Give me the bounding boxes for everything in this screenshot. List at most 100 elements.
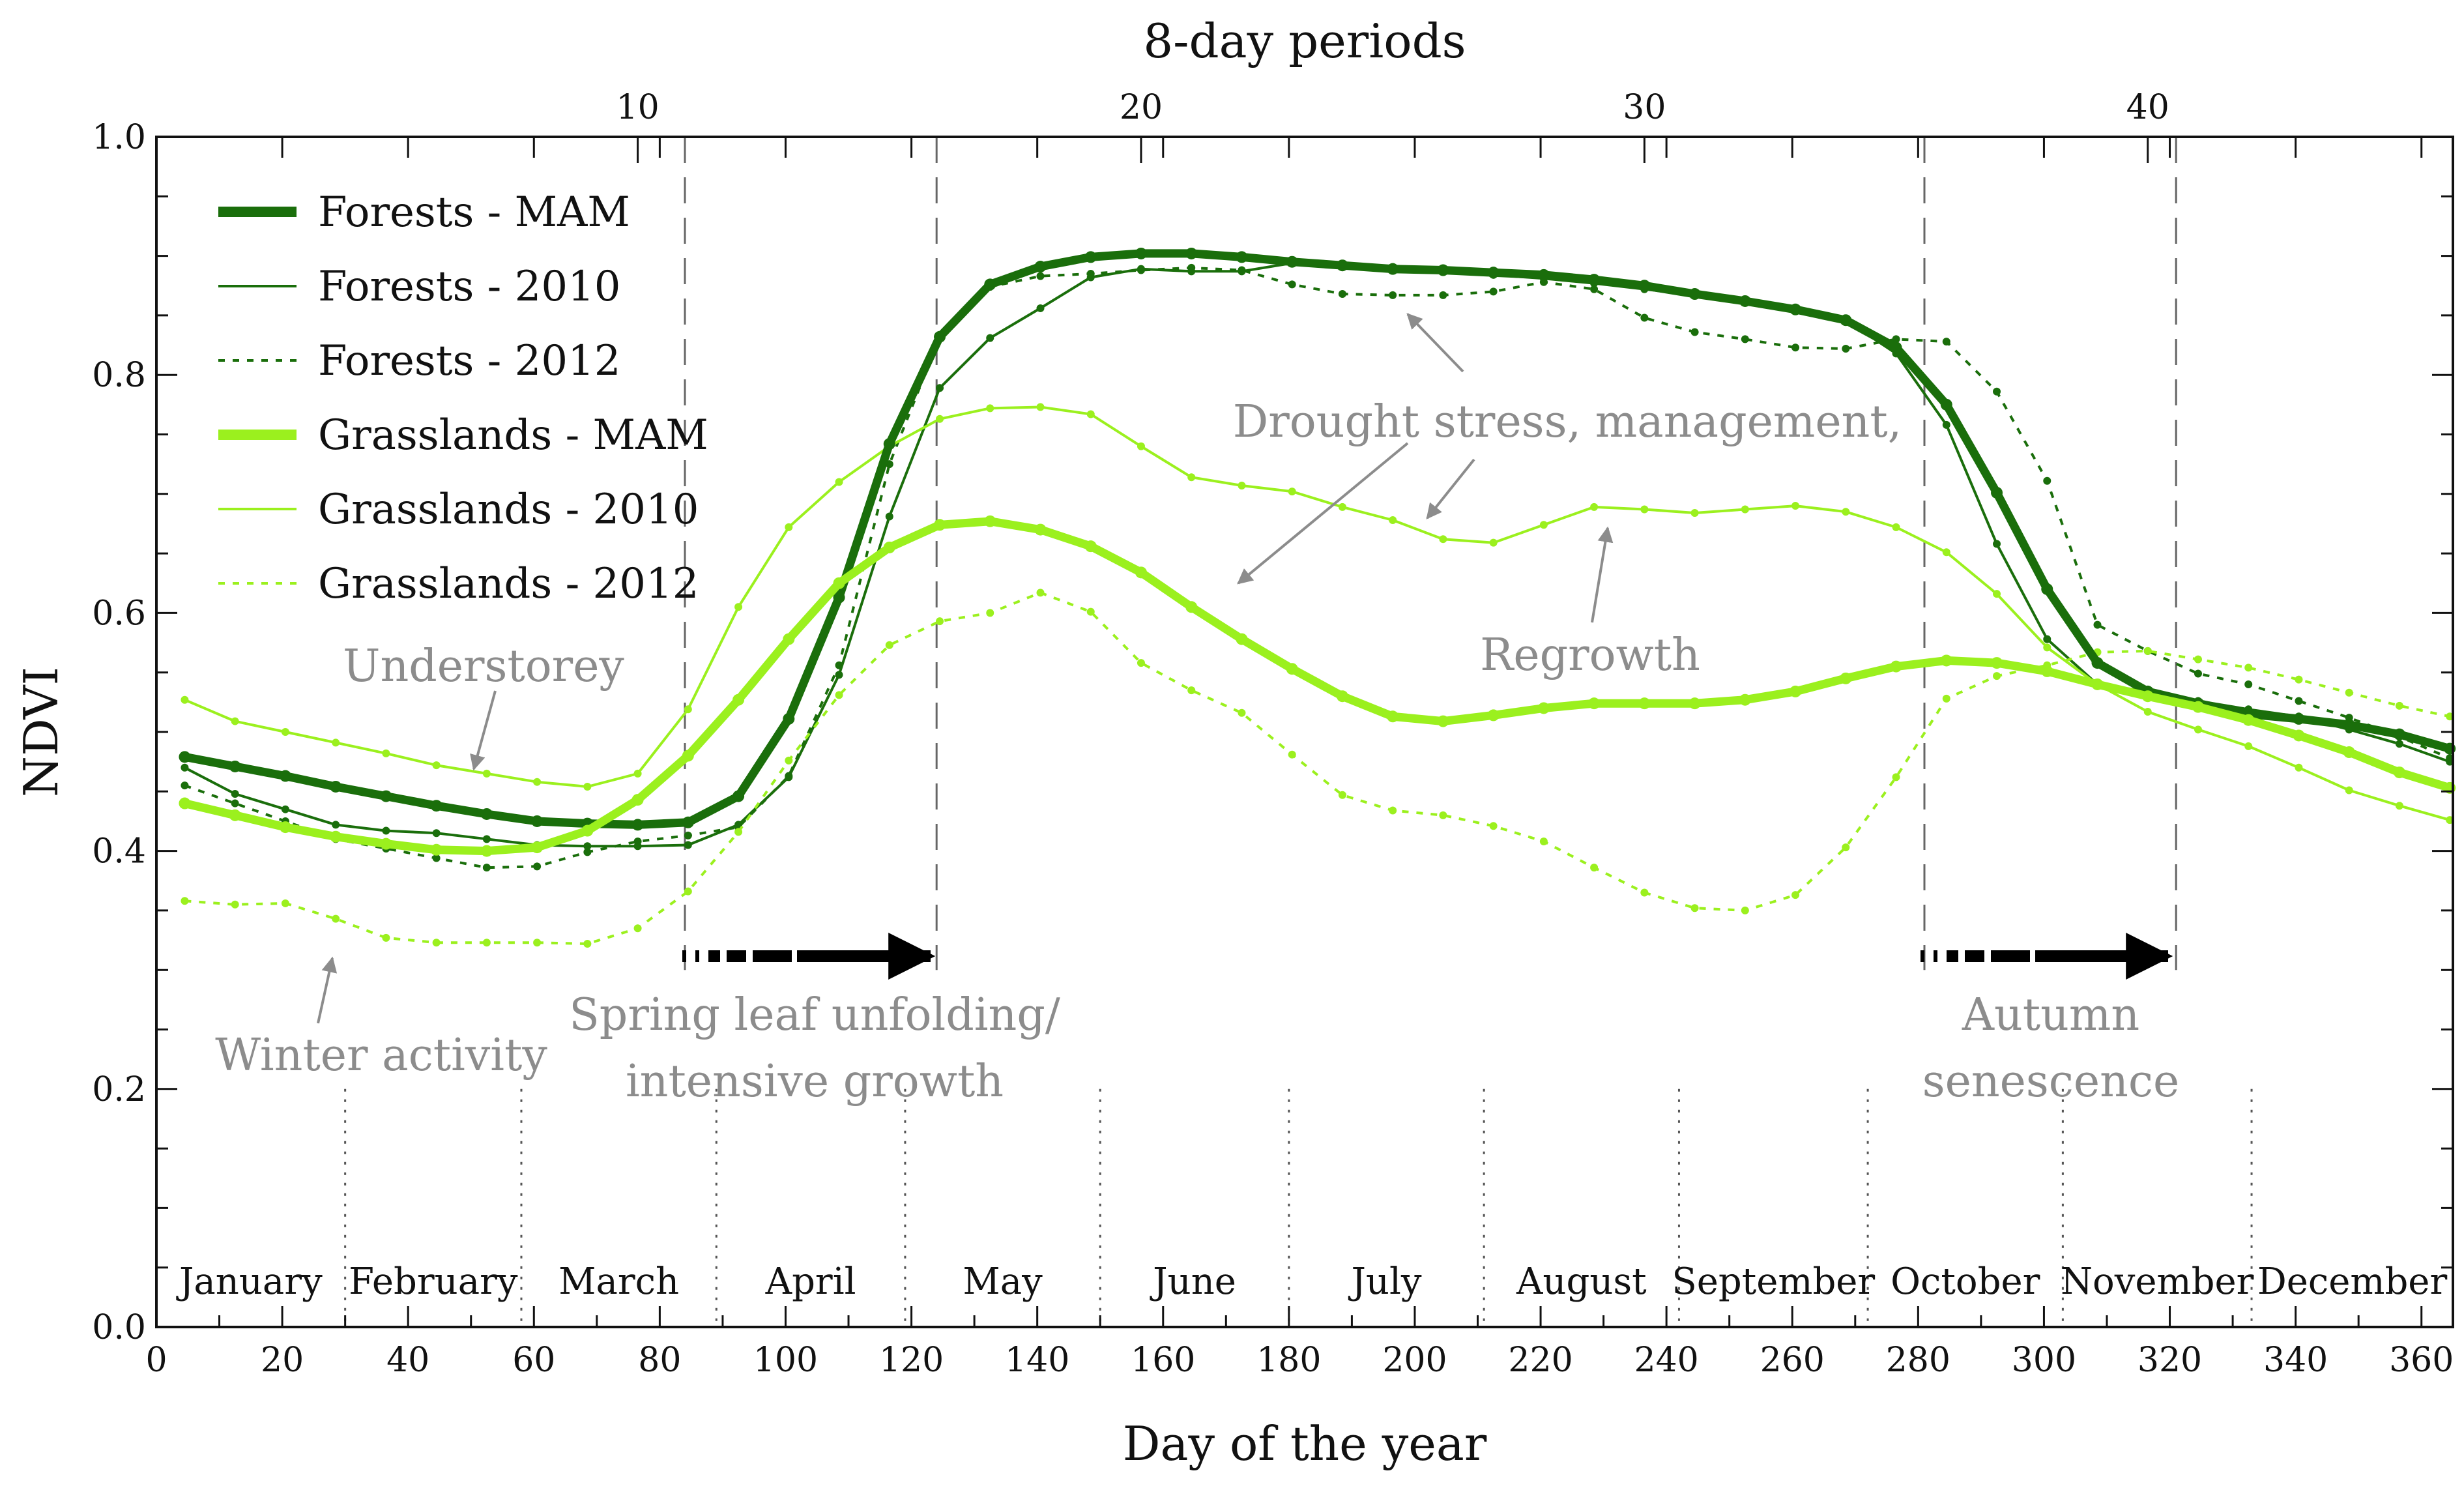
data-point (984, 515, 996, 527)
data-point (1942, 338, 1950, 346)
data-point (1539, 521, 1548, 529)
data-point (2244, 664, 2253, 672)
data-point (2345, 786, 2353, 795)
data-point (231, 799, 239, 808)
data-point (883, 438, 895, 450)
x-tick-label: 280 (1886, 1341, 1950, 1380)
data-point (179, 751, 191, 763)
data-point (2043, 643, 2051, 652)
legend-label: Forests - 2010 (318, 263, 621, 311)
data-point (1842, 508, 1850, 516)
data-point (2343, 746, 2355, 759)
data-point (1439, 811, 1447, 819)
data-point (1135, 247, 1147, 259)
data-point (533, 939, 542, 947)
data-point (1185, 601, 1198, 613)
month-label-august: August (1516, 1261, 1647, 1303)
data-point (1338, 503, 1346, 511)
data-point (231, 717, 239, 725)
x-tick-label: 120 (879, 1341, 944, 1380)
data-point (1993, 540, 2001, 548)
data-point (1993, 672, 2001, 680)
y-axis-title: NDVI (14, 667, 68, 797)
data-point (581, 824, 594, 837)
data-point (181, 763, 189, 772)
legend: Forests - MAM Forests - 2010 Forests - 201… (218, 188, 708, 608)
top-tick-label: 40 (2126, 88, 2169, 127)
x-tick-label: 240 (1634, 1341, 1699, 1380)
x-tick-label: 60 (512, 1341, 555, 1380)
series-forests-2012 (181, 263, 2454, 872)
data-point (1288, 280, 1296, 289)
data-point (1741, 906, 1749, 914)
data-point (2295, 697, 2303, 705)
data-point (583, 848, 592, 856)
x-tick-label: 340 (2263, 1341, 2328, 1380)
arrow-understorey (470, 690, 497, 771)
data-point (1389, 516, 1397, 524)
data-point (380, 838, 392, 850)
x-tick-label: 80 (638, 1341, 681, 1380)
data-point (231, 789, 239, 798)
arrow-drought-grass-2 (1426, 458, 1475, 519)
series-line (184, 266, 2450, 869)
data-point (382, 933, 390, 942)
data-point (1739, 693, 1751, 706)
annotation-arrows (317, 313, 1614, 1024)
data-point (1338, 290, 1346, 299)
data-point (430, 800, 442, 812)
data-point (833, 591, 845, 604)
data-point (2041, 583, 2053, 595)
data-point (682, 750, 694, 762)
data-point (1437, 264, 1449, 276)
data-point (986, 404, 994, 413)
data-point (633, 924, 642, 933)
data-point (1489, 822, 1498, 830)
data-point (531, 815, 544, 827)
data-point (783, 712, 795, 725)
data-point (885, 641, 893, 649)
data-point (934, 330, 946, 343)
data-point (2393, 766, 2405, 779)
month-label-july: July (1348, 1261, 1421, 1303)
data-point (1790, 303, 1802, 315)
data-point (1236, 633, 1248, 645)
data-point (181, 695, 189, 704)
data-point (332, 738, 340, 747)
data-point (330, 780, 342, 793)
data-point (1336, 259, 1348, 272)
x-tick-label: 220 (1508, 1341, 1573, 1380)
data-point (281, 899, 289, 907)
data-point (2295, 675, 2303, 684)
series-grasslands-2010 (181, 403, 2454, 824)
data-point (432, 761, 441, 770)
data-point (986, 609, 994, 617)
data-point (1690, 904, 1699, 912)
data-point (1942, 548, 1950, 557)
data-point (682, 816, 694, 828)
y-tick-label: 1.0 (92, 118, 146, 157)
data-point (1034, 523, 1047, 536)
data-point (380, 790, 392, 802)
legend-label: Grasslands - 2010 (318, 486, 699, 534)
x-tick-label: 20 (261, 1341, 304, 1380)
x-tick-label: 260 (1760, 1341, 1825, 1380)
data-point (179, 797, 191, 810)
data-point (2043, 635, 2051, 643)
arrow-drought-grass-1 (1237, 442, 1409, 585)
data-point (2041, 665, 2053, 677)
data-point (1638, 280, 1651, 292)
data-point (2043, 476, 2051, 485)
month-label-december: December (2257, 1261, 2448, 1303)
data-point (1036, 589, 1045, 597)
series-grasslands-2012 (181, 589, 2454, 948)
data-point (2293, 712, 2305, 725)
legend-item-4: Grasslands - 2010 (218, 486, 699, 534)
annotation-regrowth: Regrowth (1480, 630, 1700, 681)
series-layer (179, 247, 2456, 948)
data-point (432, 939, 441, 947)
data-point (1084, 540, 1097, 553)
x-tick-label: 0 (145, 1341, 167, 1380)
data-point (482, 835, 491, 843)
